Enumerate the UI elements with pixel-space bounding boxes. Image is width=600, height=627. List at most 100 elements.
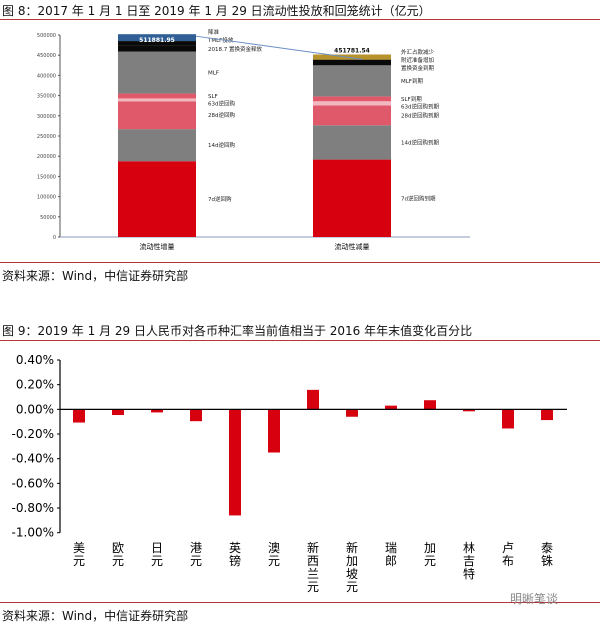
x-tick-label: 特: [463, 566, 475, 581]
bar: [541, 409, 553, 421]
y-tick-label: 250000: [37, 134, 56, 140]
divider: [0, 340, 600, 341]
x-tick-label: 布: [502, 554, 514, 568]
bar: [190, 409, 202, 422]
x-tick-label: 镑: [229, 553, 241, 568]
x-tick-label: 元: [190, 554, 202, 568]
x-tick-label: 坡: [346, 567, 358, 581]
bar: [385, 405, 397, 410]
segment-label: 28d逆回购: [208, 111, 235, 119]
x-tick-label: 林: [463, 541, 475, 555]
x-tick-label: 英: [229, 541, 241, 555]
x-tick-label: 加: [424, 541, 436, 555]
x-tick-label: 卢: [502, 540, 514, 555]
bar-segment: [118, 129, 196, 162]
bar-segment: [313, 96, 391, 102]
bar: [151, 409, 163, 413]
x-tick-label: 新: [307, 540, 319, 555]
liquidity-stacked-bar-chart: 0 50000 100000 150000 200000 250000 300000 3500…: [37, 28, 470, 251]
figure8-source: 资料来源：Wind，中信证券研究部: [2, 269, 189, 283]
segment-label: 63d逆回购到期: [401, 102, 439, 110]
segment-label: SLF: [208, 94, 218, 100]
bar-segment: [118, 41, 196, 46]
watermark: 明晰笔谈: [510, 592, 559, 606]
y-tick-label: -0.20%: [12, 427, 54, 441]
y-tick-label: 0.00%: [16, 402, 54, 416]
x-tick-label: 元: [112, 554, 124, 568]
x-tick-label: 元: [73, 554, 85, 568]
bar-segment: [118, 98, 196, 102]
figure8-title: 图 8：2017 年 1 月 1 日至 2019 年 1 月 29 日流动性投放…: [2, 4, 431, 18]
segment-label: MLF到期: [401, 78, 423, 85]
y-tick-label: 300000: [37, 114, 56, 120]
y-tick-label: 50000: [40, 215, 56, 221]
figure9-source: 资料来源：Wind，中信证券研究部: [2, 609, 189, 623]
x-tick-label: 日: [151, 541, 163, 555]
connector-line: [195, 35, 363, 60]
y-tick-label: 0: [53, 235, 56, 241]
x-tick-label: 澳: [268, 541, 280, 555]
segment-label: MLF: [208, 71, 219, 77]
x-tick-label: 新: [346, 540, 358, 555]
x-tick-label: 美: [73, 541, 85, 555]
segment-label: 置换资金到期: [401, 64, 435, 72]
y-tick-label: 500000: [37, 33, 56, 39]
y-tick-label: 150000: [37, 174, 56, 180]
segment-label: 附近准备增加: [401, 56, 434, 64]
y-tick-label: 400000: [37, 73, 56, 79]
segment-label: 降准: [208, 28, 220, 36]
y-tick-label: -0.40%: [12, 452, 54, 466]
x-tick-label: 流动性减量: [335, 242, 370, 251]
segment-label: 2018.7 置换资金释放: [208, 45, 262, 53]
bar: [463, 409, 475, 412]
bar-segment: [118, 51, 196, 94]
bar: [268, 409, 280, 453]
y-tick-label: -0.80%: [12, 501, 54, 515]
segment-label: 14d逆回购: [208, 141, 235, 149]
y-tick-label: 200000: [37, 154, 56, 160]
divider: [0, 262, 600, 263]
bar-segment: [313, 105, 391, 126]
x-tick-label: 西: [307, 554, 319, 568]
y-tick-label: -1.00%: [12, 526, 54, 540]
bar-segment: [118, 161, 196, 237]
x-tick-label: 欧: [112, 541, 124, 555]
divider: [0, 602, 600, 603]
y-tick-label: -0.60%: [12, 476, 54, 490]
bar: [346, 409, 358, 417]
x-tick-label: 元: [268, 554, 280, 568]
y-tick-label: 0.40%: [16, 353, 54, 367]
x-tick-label: 泰: [541, 541, 553, 555]
segment-label: 14d逆回购到期: [401, 138, 439, 146]
bar-segment: [118, 101, 196, 130]
bar-segment: [118, 45, 196, 52]
x-tick-label: 元: [151, 554, 163, 568]
total-label: 451781.54: [334, 47, 370, 54]
bar: [229, 409, 241, 516]
x-tick-label: 瑞: [385, 541, 397, 555]
y-tick-label: 350000: [37, 94, 56, 100]
segment-label: 63d逆回购: [208, 100, 235, 108]
segment-label: SLF到期: [401, 96, 422, 103]
bar: [112, 409, 124, 416]
bar-segment: [313, 65, 391, 97]
segment-label: 7d逆回购: [208, 195, 232, 203]
y-tick-label: 450000: [37, 53, 56, 59]
divider: [0, 19, 600, 20]
x-tick-label: 铢: [541, 553, 553, 568]
fx-change-bar-chart: 0.40% 0.20% 0.00% -0.20% -0.40% -0.60% -0.80% -…: [12, 353, 567, 594]
bar: [502, 409, 514, 429]
bar-segment: [313, 59, 391, 66]
x-tick-label: 吉: [463, 554, 475, 568]
x-tick-label: 兰: [307, 567, 319, 581]
bar-segment: [313, 159, 391, 237]
y-tick-label: 100000: [37, 195, 56, 201]
x-tick-label: 元: [424, 554, 436, 568]
x-tick-label: 港: [190, 541, 202, 555]
x-tick-label: 郎: [385, 554, 397, 568]
x-tick-label: 元: [307, 580, 319, 594]
segment-label: 外汇占款减少: [401, 48, 435, 56]
x-tick-label: 流动性增量: [140, 242, 175, 251]
figure9-title: 图 9：2019 年 1 月 29 日人民币对各币种汇率当前值相当于 2016 …: [2, 324, 473, 338]
total-label: 511881.95: [139, 37, 175, 44]
